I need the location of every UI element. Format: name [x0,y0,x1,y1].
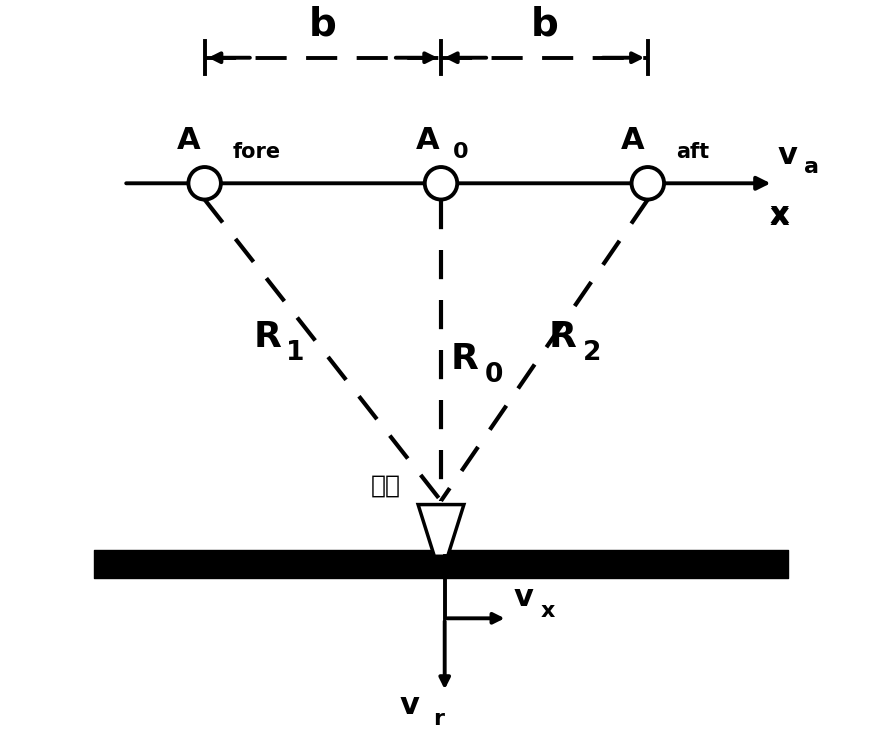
Text: A: A [177,126,201,155]
Circle shape [189,167,220,199]
Text: x: x [769,200,789,229]
Circle shape [425,167,457,199]
Text: fore: fore [233,142,280,163]
Text: v: v [777,141,797,170]
Text: v: v [400,691,419,720]
Text: A: A [416,126,439,155]
Text: 1: 1 [286,339,304,366]
Text: 0: 0 [452,142,468,163]
Text: A: A [620,126,644,155]
Text: b: b [530,5,558,43]
Text: R: R [451,342,479,376]
Text: v: v [513,583,534,612]
Text: 2: 2 [583,339,602,366]
Text: R: R [253,319,281,354]
Text: R: R [549,319,577,354]
Text: aft: aft [676,142,709,163]
Text: a: a [804,157,819,177]
Text: 目标: 目标 [370,474,400,498]
Polygon shape [418,504,464,557]
Text: b: b [309,5,337,43]
Circle shape [632,167,664,199]
Text: x: x [769,202,789,231]
Text: 0: 0 [485,362,504,388]
Text: r: r [433,709,445,729]
Text: x: x [541,601,555,621]
